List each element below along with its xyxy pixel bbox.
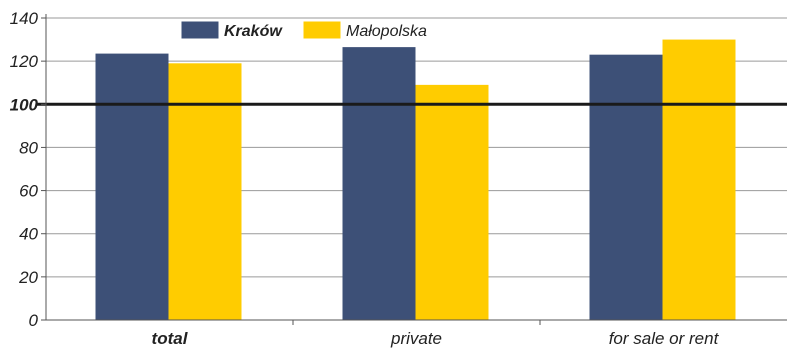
y-tick-label: 120 (10, 52, 39, 71)
y-tick-label: 80 (19, 138, 38, 157)
x-category-label: private (390, 329, 442, 348)
y-tick-label: 100 (10, 95, 39, 114)
legend: Kraków Małopolska (180, 20, 427, 40)
bar-malopolska-0 (168, 63, 242, 321)
y-tick-label: 140 (10, 9, 39, 28)
bar-krakow-0 (95, 53, 169, 320)
axes: 0 20 40 60 80 100 120 140 total private for sale o… (10, 9, 787, 348)
y-tick-label: 60 (19, 182, 38, 201)
y-tick-label: 0 (29, 311, 39, 330)
y-tick-label: 20 (18, 268, 38, 287)
y-tick-label: 40 (19, 225, 38, 244)
bars (95, 39, 736, 321)
bar-krakow-1 (342, 47, 416, 320)
x-category-label: total (152, 329, 189, 348)
legend-swatch-malopolska (302, 20, 342, 40)
bar-krakow-2 (589, 54, 663, 321)
legend-label-malopolska: Małopolska (346, 23, 427, 40)
bar-malopolska-1 (415, 84, 489, 320)
bar-malopolska-2 (662, 39, 736, 320)
x-category-label: for sale or rent (609, 329, 720, 348)
legend-label-krakow: Kraków (224, 23, 283, 40)
legend-swatch-krakow (180, 20, 220, 40)
